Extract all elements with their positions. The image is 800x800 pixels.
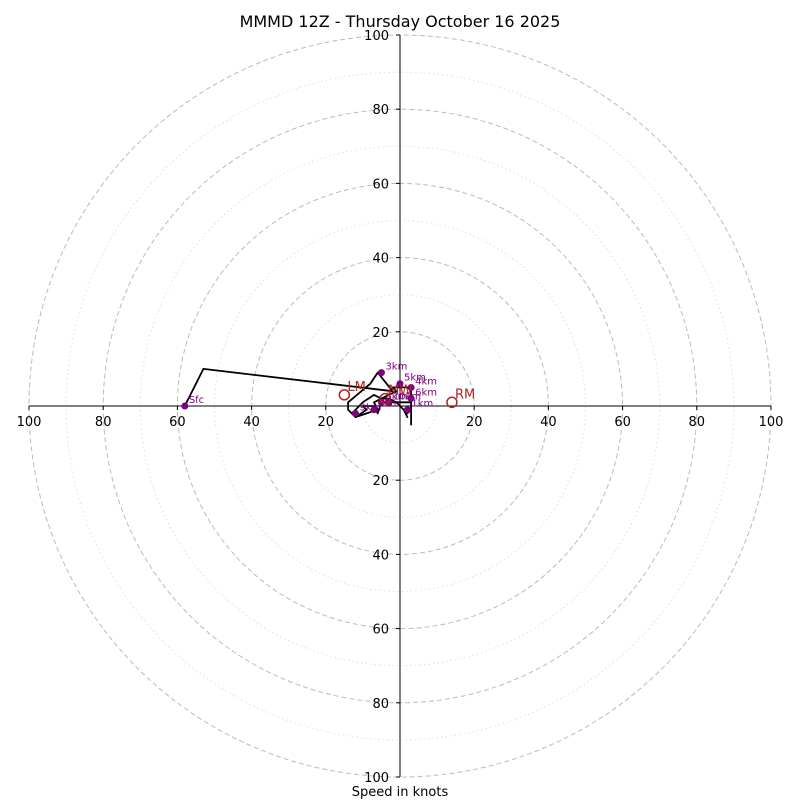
height-marker-label-10km: 10km <box>393 391 421 402</box>
storm-motion-label-mw: MW <box>388 384 412 399</box>
hodograph-trace <box>183 367 413 426</box>
height-marker-7km <box>370 406 378 414</box>
x-axis-label: Speed in knots <box>352 785 449 800</box>
height-marker-sfc <box>181 402 189 410</box>
height-markers: Sfc3km4km5km6km7km8km9km1km10km <box>181 362 437 417</box>
storm-motion-markers: LM RM MW <box>338 380 475 409</box>
height-marker-3km <box>377 369 385 377</box>
y-tick-label: 100 <box>364 771 389 786</box>
storm-motion-label-rm: RM <box>455 387 475 402</box>
height-marker-label-5km: 5km <box>404 373 426 384</box>
height-marker-1km <box>403 406 411 414</box>
y-tick-label: 40 <box>372 252 389 267</box>
height-marker-label-1km: 1km <box>411 399 433 410</box>
chart-title: MMMD 12Z - Thursday October 16 2025 <box>240 12 561 31</box>
x-tick-label: 20 <box>318 415 335 430</box>
y-tick-label: 80 <box>372 697 389 712</box>
hodograph-line <box>183 367 413 426</box>
x-tick-label: 60 <box>169 415 186 430</box>
x-tick-label: 100 <box>759 415 784 430</box>
x-tick-label: 20 <box>466 415 483 430</box>
height-marker-label-6km: 6km <box>415 388 437 399</box>
y-tick-label: 60 <box>372 623 389 638</box>
y-tick-label: 20 <box>372 474 389 489</box>
height-marker-5km <box>396 380 404 388</box>
height-marker-4km <box>407 383 415 391</box>
y-tick-label: 100 <box>364 29 389 44</box>
x-tick-label: 40 <box>243 415 260 430</box>
y-tick-label: 20 <box>372 326 389 341</box>
x-tick-label: 100 <box>17 415 42 430</box>
height-marker-6km <box>407 395 415 403</box>
axis-tick-labels: 100 80 60 40 20 20 40 60 80 100 100 80 60 40 20 20 40 60 8… <box>17 29 784 786</box>
x-tick-label: 80 <box>95 415 112 430</box>
storm-motion-rm <box>446 396 458 409</box>
y-tick-label: 40 <box>372 548 389 563</box>
x-tick-label: 40 <box>540 415 557 430</box>
height-marker-label-3km: 3km <box>385 362 407 373</box>
height-marker-9km <box>351 409 359 417</box>
x-tick-label: 80 <box>689 415 706 430</box>
height-marker-label-8km: 8km <box>385 391 407 402</box>
y-tick-label: 60 <box>372 177 389 192</box>
storm-motion-label-lm: LM <box>347 380 365 395</box>
y-tick-label: 80 <box>372 103 389 118</box>
x-tick-label: 60 <box>614 415 631 430</box>
storm-motion-lm <box>338 389 351 401</box>
height-marker-label-sfc: Sfc <box>189 395 204 406</box>
height-marker-label-9km: 9km <box>359 402 381 413</box>
height-marker-label-4km: 4km <box>415 376 437 387</box>
storm-motion-mw <box>379 392 391 405</box>
